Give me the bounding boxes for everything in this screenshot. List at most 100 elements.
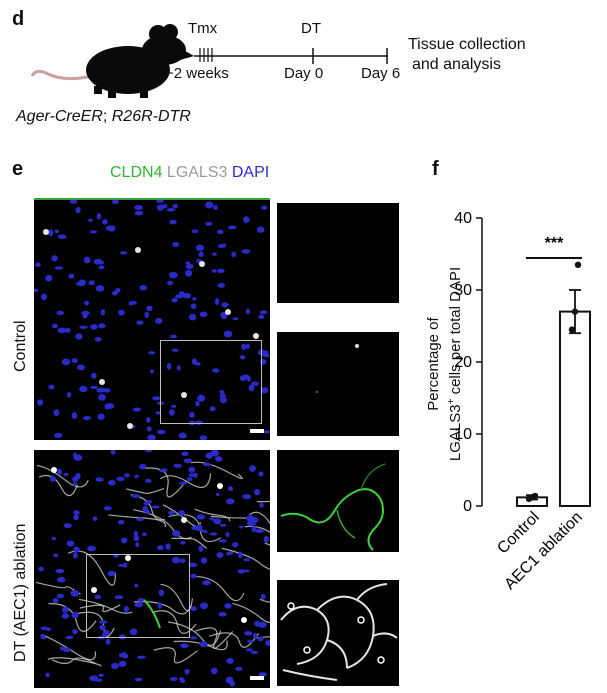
dapi-nucleus (94, 594, 102, 600)
dapi-nucleus (123, 653, 129, 659)
dapi-nucleus (53, 409, 60, 417)
legend-cldn4: CLDN4 (110, 164, 163, 181)
lgals3-cell (357, 616, 365, 624)
dapi-nucleus (195, 400, 200, 407)
dapi-nucleus (155, 200, 165, 203)
lgals3-network (171, 537, 208, 550)
dapi-nucleus (218, 539, 228, 543)
dapi-nucleus (244, 631, 253, 636)
data-point (571, 308, 579, 315)
dapi-nucleus (73, 510, 80, 516)
dapi-nucleus (171, 348, 179, 352)
control-inset-box (160, 340, 262, 424)
dapi-nucleus (57, 234, 67, 240)
dapi-nucleus (66, 540, 75, 547)
minus-2-weeks-label: −2 weeks (165, 65, 229, 82)
dapi-nucleus (137, 597, 145, 602)
dapi-nucleus (93, 258, 103, 265)
dapi-nucleus (242, 494, 252, 500)
dapi-nucleus (254, 488, 261, 496)
dapi-nucleus (151, 505, 160, 509)
dapi-nucleus (171, 297, 178, 303)
dapi-nucleus (71, 611, 79, 619)
dapi-nucleus (173, 463, 182, 468)
dapi-nucleus (90, 385, 99, 390)
lgals3-network (173, 640, 228, 651)
lgals3-network (259, 598, 270, 603)
significance-label: *** (545, 235, 564, 252)
y-tick-label: 40 (454, 210, 472, 227)
dapi-nucleus (190, 636, 197, 640)
y-tick-label: 30 (454, 282, 472, 299)
dapi-nucleus (111, 290, 118, 296)
dapi-nucleus (178, 481, 188, 485)
dapi-nucleus (212, 252, 217, 256)
lgals3-cell (135, 247, 141, 253)
dapi-nucleus (243, 216, 250, 223)
dapi-nucleus (244, 569, 250, 573)
dapi-nucleus (243, 558, 251, 562)
dapi-nucleus (169, 334, 178, 339)
dapi-nucleus (142, 505, 149, 513)
dapi-nucleus (214, 456, 223, 462)
lgals3-network (38, 474, 79, 497)
lgals3-network (42, 634, 97, 661)
dapi-nucleus (159, 469, 164, 473)
dapi-nucleus (64, 606, 69, 613)
dapi-nucleus (84, 300, 90, 306)
dapi-nucleus (195, 362, 201, 366)
lgals3-network (316, 595, 375, 669)
dapi-nucleus (191, 229, 199, 234)
dapi-nucleus (128, 301, 133, 306)
data-point (568, 326, 576, 333)
lgals3-network (79, 604, 121, 613)
dapi-nucleus (251, 525, 256, 533)
dapi-nucleus (170, 404, 177, 408)
dapi-nucleus (258, 672, 267, 677)
dapi-nucleus (53, 553, 59, 558)
dapi-nucleus (188, 313, 197, 321)
dapi-nucleus (48, 384, 55, 390)
dapi-nucleus (246, 639, 255, 644)
dapi-nucleus (146, 499, 153, 503)
x-category-label: AEC1 ablation (501, 509, 585, 593)
control-merged-canvas (34, 200, 270, 440)
outcome-line1: Tissue collection (408, 36, 526, 53)
dapi-nucleus (71, 412, 78, 419)
dapi-nucleus (114, 595, 124, 600)
dapi-nucleus (190, 573, 197, 579)
dapi-nucleus (111, 662, 119, 669)
dt-label: DT (301, 20, 321, 37)
dapi-nucleus (98, 673, 104, 677)
dapi-nucleus (245, 343, 250, 350)
dapi-nucleus (95, 477, 104, 482)
dapi-nucleus (98, 265, 105, 270)
dapi-nucleus (88, 280, 95, 286)
dapi-nucleus (134, 602, 144, 608)
dapi-nucleus (65, 635, 74, 640)
lgals3-network (232, 602, 270, 624)
dapi-nucleus (241, 343, 247, 351)
dapi-nucleus (118, 634, 126, 640)
dapi-nucleus (120, 537, 128, 544)
dapi-nucleus (225, 676, 234, 684)
dapi-nucleus (198, 251, 204, 258)
dapi-nucleus (129, 628, 138, 636)
channel-legend: CLDN4 LGALS3 DAPI (110, 164, 269, 182)
dapi-nucleus (57, 327, 67, 334)
dapi-nucleus (217, 268, 225, 274)
tmx-label: Tmx (188, 20, 218, 37)
dapi-nucleus (176, 365, 181, 371)
dapi-nucleus (68, 273, 75, 279)
lgals3-network (130, 494, 166, 521)
dapi-nucleus (179, 677, 185, 681)
dapi-nucleus (214, 298, 220, 306)
dapi-nucleus (215, 492, 220, 497)
dapi-nucleus (51, 323, 59, 329)
lgals3-network (153, 647, 198, 664)
dapi-nucleus (221, 302, 229, 308)
dapi-nucleus (188, 466, 196, 473)
lgals3-cell (217, 483, 223, 489)
lgals3-network (356, 583, 388, 601)
